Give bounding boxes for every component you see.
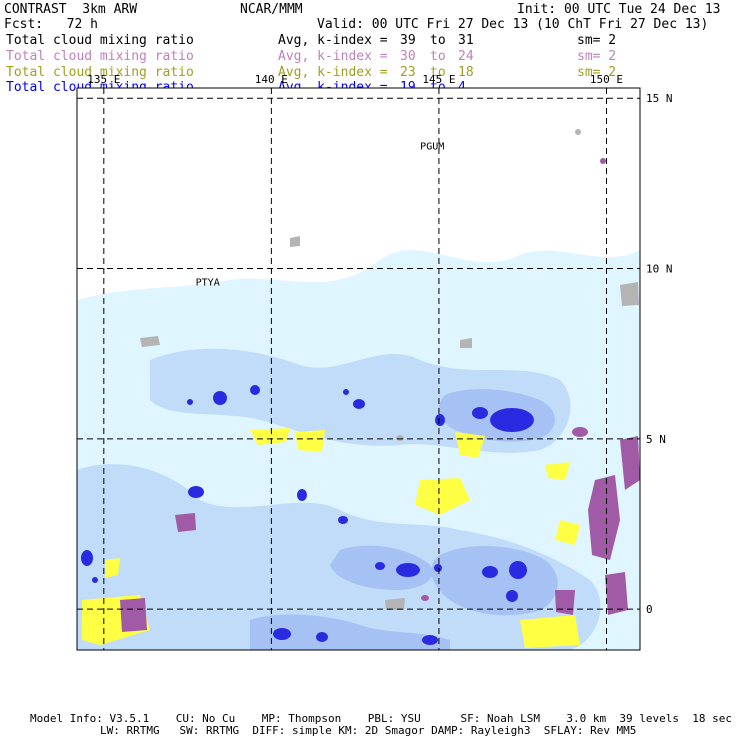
deep-convection-cells — [81, 385, 622, 645]
legend-field-2: Total cloud mixing ratio — [6, 65, 194, 80]
mid2-cloud-bottom — [250, 614, 450, 650]
legend-k1-1: 30 — [400, 49, 416, 64]
legend-sm-2: sm= 2 — [577, 65, 617, 80]
legend-k1-0: 39 — [400, 33, 416, 48]
legend-k1-2: 23 — [400, 65, 416, 80]
gray-cloud-patches — [140, 129, 639, 610]
legend-to-0: to — [430, 33, 446, 48]
lon-label-0: 135 E — [87, 73, 120, 86]
legend-k2-0: 31 — [458, 33, 474, 48]
valid-time: Valid: 00 UTC Fri 27 Dec 13 (10 ChT Fri … — [317, 17, 709, 32]
lat-label-2: 5 N — [646, 433, 666, 446]
lat-label-0: 15 N — [646, 92, 673, 105]
lat-lon-grid — [77, 88, 640, 650]
legend-stat-2: Avg, k-index = — [278, 65, 388, 80]
grid-labels: 135 E 140 E 145 E 150 E 15 N 10 N 5 N 0 — [87, 73, 672, 616]
station-markers: PGUM PTYA — [196, 141, 445, 288]
legend-field-0: Total cloud mixing ratio — [6, 33, 194, 48]
legend-field-1: Total cloud mixing ratio — [6, 49, 194, 64]
cloud-fields — [77, 129, 640, 650]
purple-cloud-patches — [120, 158, 640, 632]
model-info-line2: LW: RRTMG SW: RRTMG DIFF: simple KM: 2D … — [100, 724, 637, 737]
model-info-line1: Model Info: V3.5.1 CU: No Cu MP: Thompso… — [30, 712, 732, 725]
lon-label-2: 145 E — [422, 73, 455, 86]
mid2-cloud-southeast — [431, 545, 558, 616]
init-time: Init: 00 UTC Tue 24 Dec 13 — [517, 2, 721, 17]
lon-label-1: 140 E — [255, 73, 288, 86]
lat-label-3: 0 — [646, 603, 653, 616]
legend-sm-0: sm= 2 — [577, 33, 617, 48]
model-title: CONTRAST 3km ARW — [4, 2, 138, 17]
forecast-hour: Fcst: 72 h — [4, 17, 98, 32]
legend-sm-1: sm= 2 — [577, 49, 617, 64]
center-title: NCAR/MMM — [240, 2, 303, 17]
map-frame — [76, 87, 641, 651]
legend-to-1: to — [430, 49, 446, 64]
legend-k2-1: 24 — [458, 49, 474, 64]
yellow-cloud-patches — [82, 428, 580, 648]
lon-label-3: 150 E — [590, 73, 623, 86]
legend-to-2: to — [430, 65, 446, 80]
station-label-pgum: PGUM — [420, 141, 444, 152]
station-label-ptya: PTYA — [196, 278, 220, 289]
legend-k2-2: 18 — [458, 65, 474, 80]
legend-stat-0: Avg, k-index = — [278, 33, 388, 48]
lat-label-1: 10 N — [646, 263, 673, 276]
legend-stat-1: Avg, k-index = — [278, 49, 388, 64]
